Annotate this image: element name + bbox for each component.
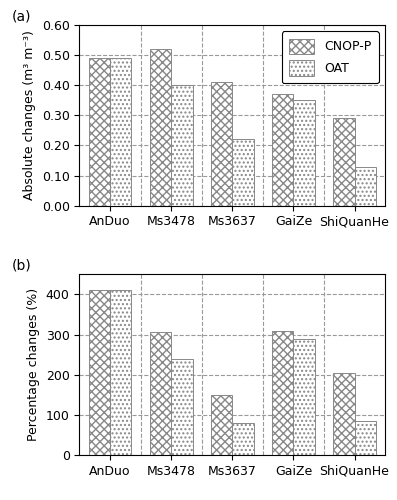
Bar	[150, 332, 171, 455]
Bar	[232, 140, 254, 205]
Bar	[89, 58, 110, 206]
Y-axis label: Percentage changes (%): Percentage changes (%)	[27, 288, 40, 441]
Bar	[110, 290, 131, 455]
Bar	[355, 421, 376, 455]
Y-axis label: Absolute changes (m³ m⁻³): Absolute changes (m³ m⁻³)	[23, 30, 36, 200]
Bar	[333, 118, 355, 206]
Text: (a): (a)	[12, 9, 32, 23]
Bar	[272, 330, 293, 455]
Bar	[355, 166, 376, 205]
Bar	[110, 58, 131, 206]
Bar	[211, 82, 232, 206]
Bar	[333, 374, 355, 455]
Bar	[150, 49, 171, 205]
Bar	[293, 100, 315, 206]
Bar	[293, 338, 315, 455]
Bar	[171, 358, 193, 455]
Legend: CNOP-P, OAT: CNOP-P, OAT	[281, 31, 379, 83]
Text: (b): (b)	[12, 258, 32, 272]
Bar	[211, 395, 232, 455]
Bar	[232, 423, 254, 455]
Bar	[89, 290, 110, 455]
Bar	[272, 94, 293, 206]
Bar	[171, 85, 193, 206]
